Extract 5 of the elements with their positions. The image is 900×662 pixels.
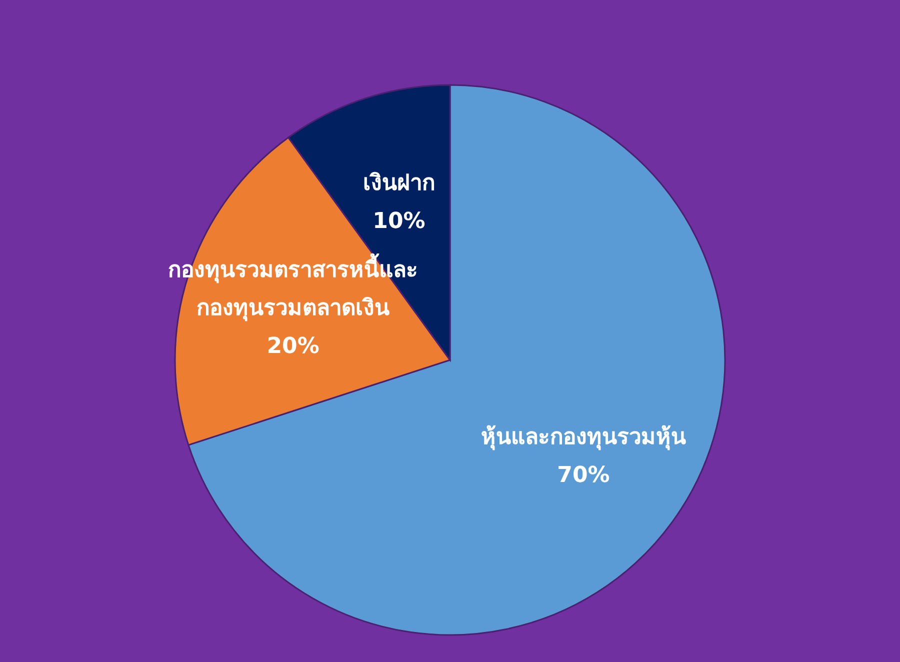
data-label: 10% <box>372 209 426 234</box>
slice-label: เงินฝาก <box>363 171 436 196</box>
slice-label: หุ้นและกองทุนรวมหุ้น <box>480 425 686 451</box>
data-label: 70% <box>557 463 610 488</box>
data-label: 20% <box>266 334 320 360</box>
